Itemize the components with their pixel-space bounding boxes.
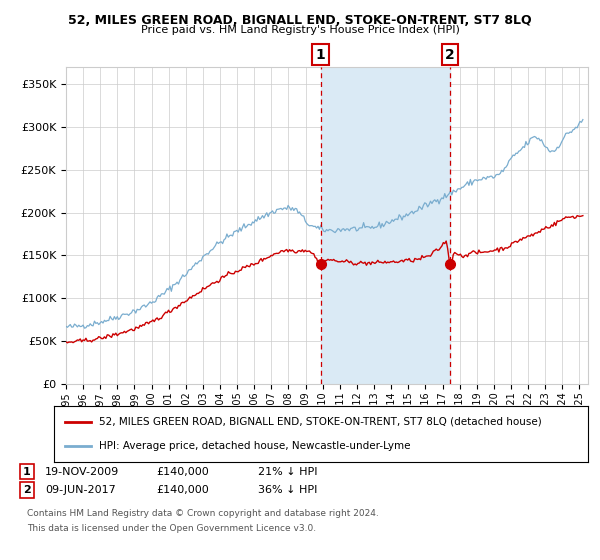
Text: 1: 1 <box>316 48 326 62</box>
Text: 09-JUN-2017: 09-JUN-2017 <box>45 485 116 495</box>
Text: 2: 2 <box>445 48 455 62</box>
Text: 19-NOV-2009: 19-NOV-2009 <box>45 466 119 477</box>
Text: Contains HM Land Registry data © Crown copyright and database right 2024.: Contains HM Land Registry data © Crown c… <box>27 509 379 518</box>
Text: 2: 2 <box>23 485 31 495</box>
Text: 21% ↓ HPI: 21% ↓ HPI <box>258 466 317 477</box>
Text: 36% ↓ HPI: 36% ↓ HPI <box>258 485 317 495</box>
Text: 52, MILES GREEN ROAD, BIGNALL END, STOKE-ON-TRENT, ST7 8LQ (detached house): 52, MILES GREEN ROAD, BIGNALL END, STOKE… <box>100 417 542 427</box>
Text: Price paid vs. HM Land Registry's House Price Index (HPI): Price paid vs. HM Land Registry's House … <box>140 25 460 35</box>
Text: HPI: Average price, detached house, Newcastle-under-Lyme: HPI: Average price, detached house, Newc… <box>100 441 411 451</box>
Bar <box>320 67 450 384</box>
Text: This data is licensed under the Open Government Licence v3.0.: This data is licensed under the Open Gov… <box>27 524 316 533</box>
Text: £140,000: £140,000 <box>156 485 209 495</box>
Text: 1: 1 <box>23 466 31 477</box>
Text: £140,000: £140,000 <box>156 466 209 477</box>
Text: 52, MILES GREEN ROAD, BIGNALL END, STOKE-ON-TRENT, ST7 8LQ: 52, MILES GREEN ROAD, BIGNALL END, STOKE… <box>68 14 532 27</box>
